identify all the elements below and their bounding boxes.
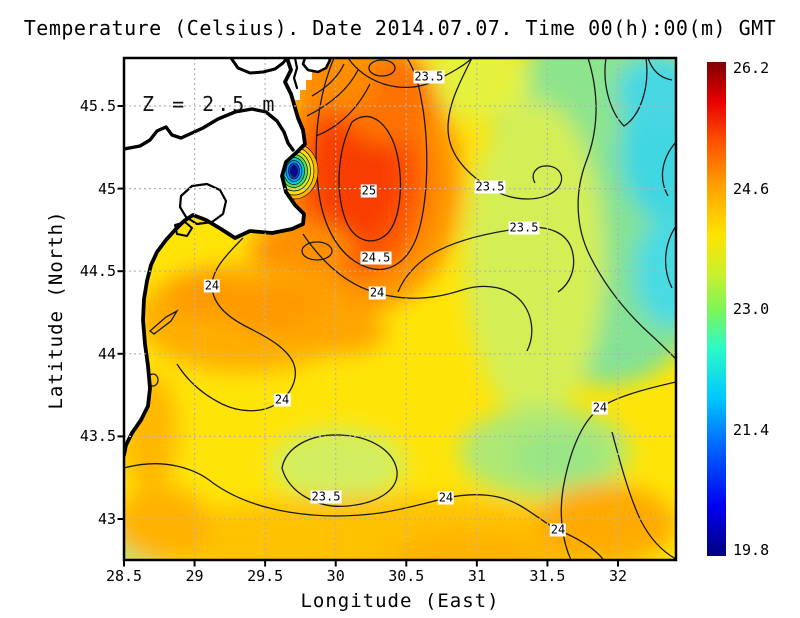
x-tick-label: 29 xyxy=(185,567,204,585)
contour-label: 23.5 xyxy=(310,489,342,504)
y-tick-label: 45 xyxy=(97,179,116,198)
x-tick-label: 30.5 xyxy=(388,567,425,585)
coastline xyxy=(124,58,332,457)
colorbar-tick-label: 26.2 xyxy=(733,59,770,77)
contour-label: 24.5 xyxy=(360,250,392,265)
contour-label: 24 xyxy=(549,522,567,537)
contour-label: 23.5 xyxy=(508,220,540,235)
map-plot-area xyxy=(117,56,678,567)
land-mask xyxy=(124,58,332,455)
x-tick-label: 31 xyxy=(467,567,486,585)
contour-label: 24 xyxy=(273,392,291,407)
contour-label: 23.5 xyxy=(413,69,445,84)
plot-frame xyxy=(122,56,678,562)
y-tick-label: 45.5 xyxy=(79,97,116,115)
graticule-grid xyxy=(124,58,676,560)
depth-annotation: Z = 2.5 m xyxy=(142,92,278,116)
x-axis-title: Longitude (East) xyxy=(300,590,500,612)
y-axis-title: Latitude (North) xyxy=(45,210,67,410)
y-tick-label: 44.5 xyxy=(79,262,116,281)
colorbar xyxy=(707,62,726,556)
colorbar-tick-label: 21.4 xyxy=(733,420,770,439)
contour-label: 24 xyxy=(437,490,455,505)
y-tick-label: 43.5 xyxy=(79,427,116,446)
contour-label: 24 xyxy=(203,278,221,293)
contour-label: 24 xyxy=(368,285,386,300)
x-tick-label: 28.5 xyxy=(105,567,143,585)
colorbar-tick-label: 23.0 xyxy=(733,300,770,318)
y-tick-label: 43 xyxy=(97,510,116,528)
x-tick-label: 29.5 xyxy=(247,567,284,585)
contour-label: 23.5 xyxy=(474,179,506,194)
x-tick-label: 32 xyxy=(608,567,628,585)
contour-label: 25 xyxy=(360,183,378,198)
figure-title: Temperature (Celsius). Date 2014.07.07. … xyxy=(23,16,777,40)
y-tick-label: 44 xyxy=(97,344,116,363)
colorbar-tick-label: 19.8 xyxy=(733,541,770,559)
contour-label: 24 xyxy=(591,400,609,415)
x-tick-label: 30 xyxy=(326,567,345,585)
x-tick-label: 31.5 xyxy=(529,567,566,585)
colorbar-tick-label: 24.6 xyxy=(733,179,770,198)
